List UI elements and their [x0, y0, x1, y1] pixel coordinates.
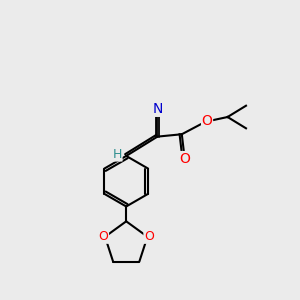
Text: O: O — [144, 230, 154, 243]
Text: O: O — [99, 230, 109, 243]
Text: N: N — [152, 102, 163, 116]
Text: H: H — [112, 148, 122, 161]
Text: O: O — [179, 152, 190, 166]
Text: O: O — [202, 114, 212, 128]
